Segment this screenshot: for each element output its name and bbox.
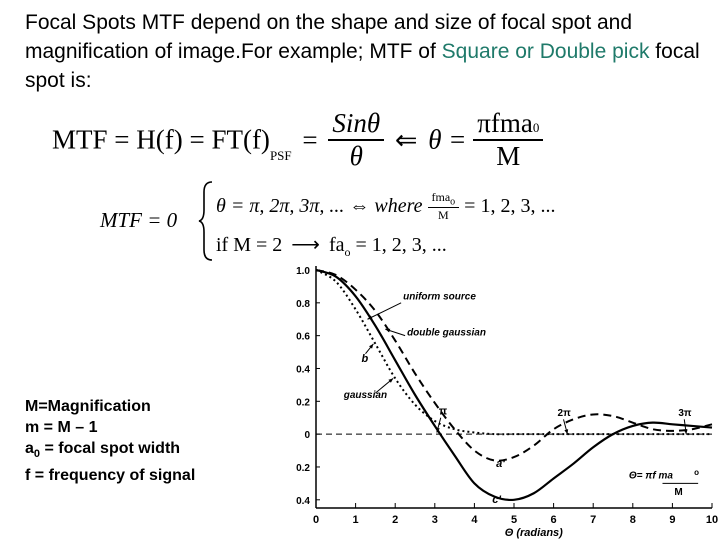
case-2-rhs-b: = 1, 2, 3, ... — [355, 234, 447, 256]
annotation-theta-formula: Θ= πf ma — [629, 470, 674, 481]
x-tick-label: 2 — [392, 514, 398, 526]
x-tick-label: 9 — [669, 514, 675, 526]
mtf-chart: 1.00.80.60.40.200.20.40 1 2 3 4 5 6 7 8 9 10Θ (rad… — [296, 266, 718, 539]
x-tick-label: 0 — [313, 514, 319, 526]
definition-a0-sub: 0 — [33, 448, 41, 461]
definition-f: f = frequency of signal — [25, 467, 196, 485]
annotation-a-prime: a' — [496, 458, 505, 470]
annotation-theta-formula-sub: o — [694, 468, 699, 477]
annotation-theta-formula-den: M — [674, 487, 682, 498]
case-1-fraction: fmao M — [427, 190, 460, 223]
theta-numerator-sub: 0 — [532, 120, 540, 135]
chart-series — [315, 268, 713, 502]
case-brace — [198, 181, 213, 261]
definitions: M=Magnification m = M – 1 a0 = focal spo… — [25, 396, 195, 486]
theta-definition: θ = — [428, 124, 467, 155]
fraction-bar — [427, 207, 460, 209]
mtf-equation: MTF = H(f) = FT(f)PSF = Sinθ θ ⇐ θ = πfm… — [52, 108, 544, 172]
annotation-double-gaussian: double gaussian — [407, 328, 486, 339]
mtf-zero-label: MTF = 0 — [100, 208, 177, 233]
y-tick-label: 0.6 — [296, 332, 310, 343]
annotation-c-prime: c' — [492, 494, 501, 506]
x-tick-label: 8 — [630, 514, 636, 526]
theta-fraction: πfma0 M — [473, 108, 544, 172]
x-tick-label: 1 — [353, 514, 359, 526]
intro-text-2: focal spot is: — [25, 40, 700, 92]
definition-m: m = M – 1 — [25, 419, 98, 436]
sinc-denominator: θ — [349, 141, 363, 171]
chart-axes: 1.00.80.60.40.200.20.40 1 2 3 4 5 6 7 8 9 10Θ (rad… — [296, 266, 718, 539]
y-tick-label: 0.8 — [296, 299, 310, 310]
annotation-uniform-source-arrow — [367, 302, 402, 320]
series-line-uniform-source — [315, 268, 713, 502]
definition-a0-text: = focal spot width — [40, 440, 181, 457]
y-tick-label: 0.4 — [296, 496, 310, 507]
chart-annotations: uniform source double gaussian b gaussian π 2… — [343, 292, 699, 507]
y-tick-label: 1.0 — [296, 266, 310, 277]
mtf-lhs-sub: PSF — [269, 148, 292, 164]
case-1-denominator: M — [438, 208, 449, 223]
intro-highlight: Square or Double pick — [441, 40, 650, 63]
case-2-arrow: ⟶ — [291, 234, 320, 256]
case-2-rhs-a: fa — [328, 234, 345, 256]
sinc-numerator: Sinθ — [332, 108, 381, 138]
case-1-numerator-sub: o — [450, 196, 456, 208]
case-1-numerator: fmao — [428, 190, 460, 207]
annotation-uniform-source-arrow-head — [367, 315, 373, 320]
annotation-pi: π — [439, 405, 448, 417]
x-tick-label: 5 — [511, 514, 517, 526]
x-tick-label: 4 — [471, 514, 478, 526]
annotation-gaussian: gaussian — [343, 390, 387, 401]
series-line-double-gaussian — [315, 269, 713, 462]
case-1-numerator-text: fma — [431, 190, 451, 204]
theta-numerator-text: πfma — [477, 108, 533, 138]
annotation-uniform-source: uniform source — [403, 292, 476, 303]
theta-numerator: πfma0 — [473, 108, 543, 139]
y-tick-label: 0.2 — [296, 397, 310, 408]
fraction-bar — [328, 139, 385, 141]
y-tick-label: 0.2 — [296, 463, 310, 474]
x-tick-label: 10 — [706, 514, 718, 526]
x-tick-label: 6 — [551, 514, 557, 526]
case-2-rhs-sub: o — [344, 245, 351, 259]
case-1-rhs: = 1, 2, 3, ... — [464, 195, 556, 218]
annotation-b-arrow-head — [369, 343, 374, 349]
implied-by-arrow: ⇐ — [394, 124, 418, 155]
case-2: if M = 2 ⟶ fao = 1, 2, 3, ... — [216, 232, 447, 260]
annotation-three-pi: 3π — [678, 408, 692, 419]
case-1-text: θ = π, 2π, 3π, ... ⇔ where — [216, 195, 423, 218]
mtf-zero-lhs: MTF = 0 — [100, 208, 178, 232]
x-axis-label: Θ (radians) — [505, 527, 563, 539]
mtf-lhs: MTF = H(f) = FT(f) — [52, 124, 270, 155]
sinc-fraction: Sinθ θ — [328, 108, 385, 172]
intro-text-1: Focal Spots MTF depend on the shape and … — [25, 11, 633, 63]
definition-a0: a0 = focal spot width — [25, 438, 195, 465]
definition-magnification: M=Magnification — [25, 398, 151, 415]
case-2-condition: if M = 2 — [216, 234, 283, 256]
annotation-two-pi: 2π — [558, 408, 572, 419]
annotation-pi-arrow-head — [436, 427, 440, 433]
annotation-gaussian-arrow-head — [388, 378, 394, 383]
annotation-two-pi-arrow-head — [564, 429, 569, 435]
intro-paragraph: Focal Spots MTF depend on the shape and … — [25, 8, 705, 95]
mtf-equals: = — [302, 124, 318, 155]
x-tick-label: 3 — [432, 514, 438, 526]
annotation-double-gaussian-arrow-head — [385, 328, 391, 333]
definition-a0-a: a — [25, 440, 34, 457]
x-tick-label: 7 — [590, 514, 596, 526]
annotation-three-pi-arrow-head — [683, 429, 688, 435]
fraction-bar — [473, 139, 544, 141]
case-1: θ = π, 2π, 3π, ... ⇔ where fmao M = 1, 2… — [216, 190, 555, 223]
theta-denominator: M — [496, 141, 521, 171]
y-tick-label: 0 — [304, 430, 310, 441]
annotation-b: b — [362, 353, 369, 365]
y-tick-label: 0.4 — [296, 364, 310, 375]
series-line-gaussian — [315, 269, 712, 436]
